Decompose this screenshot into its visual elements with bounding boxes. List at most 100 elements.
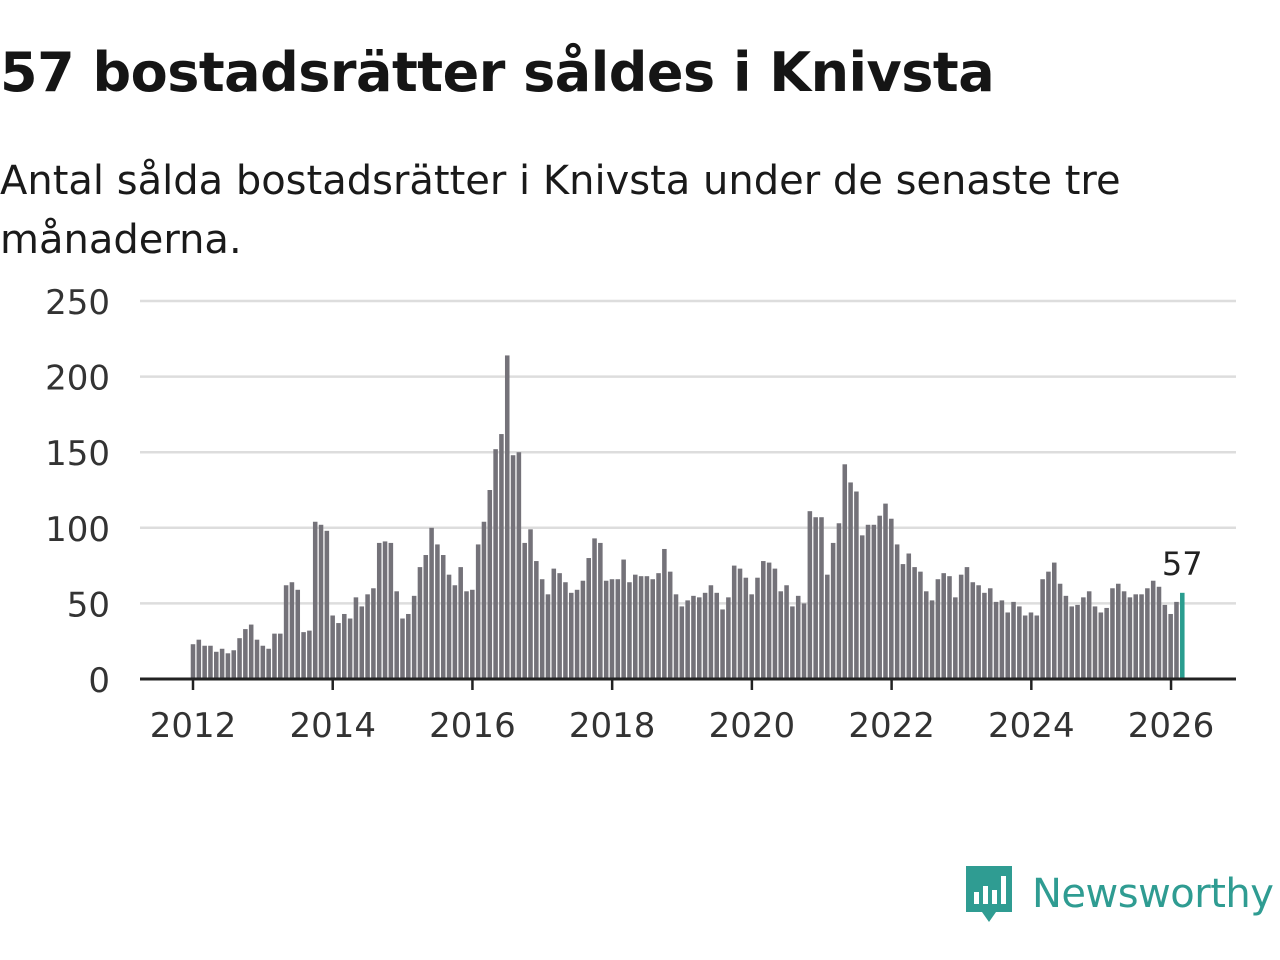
- bar: [691, 595, 696, 679]
- bar: [790, 606, 795, 679]
- bar: [679, 606, 685, 679]
- bar: [807, 511, 813, 679]
- bar: [603, 580, 609, 679]
- bar: [871, 524, 877, 679]
- bar: [411, 595, 417, 679]
- bar: [1162, 604, 1168, 679]
- bar: [516, 452, 522, 679]
- bar: [336, 623, 341, 679]
- bar: [825, 574, 830, 679]
- bar: [958, 574, 964, 679]
- bar: [1046, 571, 1051, 679]
- x-tick-label: 2022: [848, 706, 935, 740]
- bar: [470, 589, 475, 679]
- bar: [813, 517, 818, 679]
- bar: [1017, 606, 1022, 679]
- bar: [859, 535, 865, 679]
- bar-chart: 0 50 100 150 200 250 57 2012 2014 2016 2018 2020 202…: [45, 283, 1236, 740]
- bar: [266, 648, 271, 679]
- bar: [726, 597, 731, 679]
- x-tick-label: 2026: [1128, 706, 1215, 740]
- chart-title: 57 bostadsrätter såldes i Knivsta: [0, 41, 995, 104]
- bar: [196, 639, 202, 679]
- bar: [918, 571, 923, 679]
- bar: [1086, 591, 1092, 679]
- bar: [388, 542, 394, 679]
- bar: [1116, 583, 1121, 679]
- bar: [1104, 607, 1109, 679]
- bar: [318, 524, 324, 679]
- bar: [376, 542, 382, 679]
- bar-highlight: [1180, 592, 1185, 679]
- bar: [1110, 588, 1115, 679]
- bar: [557, 573, 562, 679]
- bar: [208, 645, 213, 679]
- bar: [1139, 594, 1144, 679]
- bar: [1121, 591, 1127, 679]
- bar: [406, 613, 411, 679]
- bar: [941, 573, 946, 679]
- bar: [289, 582, 295, 679]
- bar: [993, 601, 999, 679]
- bar: [819, 517, 824, 679]
- bar: [342, 613, 347, 679]
- bar: [237, 638, 242, 679]
- bar: [528, 529, 533, 679]
- bar: [609, 579, 615, 679]
- bar: [446, 574, 452, 679]
- bar: [580, 580, 586, 679]
- bar: [568, 592, 574, 679]
- bar: [935, 579, 941, 679]
- bar: [225, 653, 231, 679]
- bar: [464, 591, 469, 679]
- bar: [784, 585, 789, 679]
- bar: [1127, 597, 1133, 679]
- bar: [848, 482, 853, 679]
- bar: [644, 576, 650, 679]
- bars: [190, 355, 1185, 679]
- brand-name: Newsworthy: [1032, 871, 1274, 917]
- bar: [953, 597, 958, 679]
- bar: [417, 567, 423, 679]
- x-tick-label: 2012: [150, 706, 237, 740]
- bar: [1133, 594, 1138, 679]
- bar: [795, 595, 801, 679]
- bar: [615, 579, 621, 679]
- y-tick-label: 250: [45, 283, 110, 323]
- bar: [1051, 562, 1057, 679]
- bar: [1098, 612, 1104, 679]
- x-tick-label: 2014: [289, 706, 376, 740]
- bar: [254, 639, 260, 679]
- brand: Newsworthy: [962, 862, 1274, 926]
- bar: [627, 582, 632, 679]
- bar: [353, 597, 359, 679]
- bar: [1168, 613, 1173, 679]
- bar: [598, 542, 603, 679]
- bar: [1092, 606, 1098, 679]
- y-tick-label: 0: [88, 661, 110, 701]
- bar: [1145, 588, 1150, 679]
- bar: [324, 530, 330, 679]
- bar: [592, 538, 597, 679]
- bar: [638, 576, 644, 679]
- bar: [1063, 595, 1069, 679]
- bar: [359, 606, 365, 679]
- bar: [458, 567, 463, 679]
- bar: [429, 527, 434, 679]
- bar: [347, 618, 353, 679]
- bar: [947, 576, 952, 679]
- x-tick-label: 2016: [429, 706, 516, 740]
- bar: [714, 592, 720, 679]
- bar: [970, 582, 976, 679]
- bar: [964, 567, 970, 679]
- bar: [842, 464, 848, 679]
- bar: [999, 600, 1005, 679]
- bar: [435, 544, 440, 679]
- bar: [243, 629, 248, 679]
- bar: [1005, 612, 1010, 679]
- bar: [481, 521, 487, 679]
- bar: [534, 561, 539, 679]
- bar: [1011, 601, 1016, 679]
- bar: [563, 582, 568, 679]
- x-tick-label: 2024: [988, 706, 1075, 740]
